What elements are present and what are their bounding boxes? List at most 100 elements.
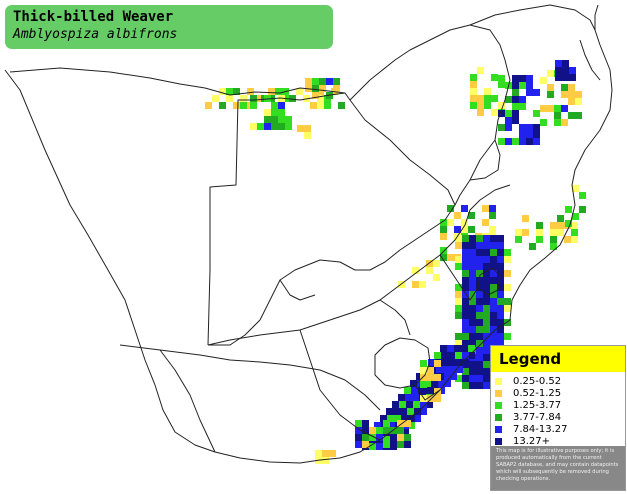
grid-cell <box>240 102 247 109</box>
grid-cell <box>476 340 483 347</box>
legend-entry: 0.52-1.25 <box>495 387 625 399</box>
grid-cell <box>476 375 483 382</box>
grid-cell <box>490 326 497 333</box>
grid-cell <box>420 401 427 408</box>
grid-cell <box>469 382 476 389</box>
grid-cell <box>454 212 461 219</box>
grid-cell <box>420 408 427 415</box>
grid-cell <box>398 394 405 401</box>
grid-cell <box>579 192 586 199</box>
grid-cell <box>489 212 496 219</box>
grid-cell <box>497 291 504 298</box>
grid-cell <box>440 233 447 240</box>
grid-cell <box>410 380 417 387</box>
grid-cell <box>491 95 498 102</box>
grid-cell <box>476 249 483 256</box>
grid-cell <box>462 263 469 270</box>
legend-swatch <box>495 425 502 433</box>
grid-cell <box>469 263 476 270</box>
grid-cell <box>491 109 498 116</box>
grid-cell <box>550 243 557 250</box>
grid-cell <box>476 319 483 326</box>
grid-cell <box>483 277 490 284</box>
grid-cell <box>540 119 547 126</box>
grid-cell <box>476 242 483 249</box>
grid-cell <box>462 352 469 359</box>
mozambique-border <box>469 4 596 31</box>
grid-cell <box>575 112 582 119</box>
grid-cell <box>438 380 445 387</box>
grid-cell <box>477 95 484 102</box>
grid-cell <box>550 229 557 236</box>
grid-cell <box>411 387 418 394</box>
grid-cell <box>383 441 390 448</box>
grid-cell <box>456 366 463 373</box>
grid-cell <box>469 333 476 340</box>
legend-swatch <box>495 437 502 445</box>
grid-cell <box>483 340 490 347</box>
grid-cell <box>425 387 432 394</box>
grid-cell <box>304 125 311 132</box>
grid-cell <box>468 226 475 233</box>
grid-cell <box>550 222 557 229</box>
grid-cell <box>526 75 533 82</box>
grid-cell <box>470 81 477 88</box>
grid-cell <box>533 110 540 117</box>
grid-cell <box>477 109 484 116</box>
legend-label: 13.27+ <box>513 435 551 447</box>
grid-cell <box>450 373 457 380</box>
grid-cell <box>233 88 240 95</box>
grid-cell <box>483 263 490 270</box>
grid-cell <box>404 441 411 448</box>
legend-heading: Legend <box>491 346 625 372</box>
grid-cell <box>497 340 504 347</box>
grid-cell <box>490 270 497 277</box>
legend-entry: 7.84-13.27 <box>495 423 625 435</box>
grid-cell <box>504 249 511 256</box>
grid-cell <box>333 85 340 92</box>
grid-cell <box>490 277 497 284</box>
grid-cell <box>408 415 415 422</box>
grid-cell <box>497 256 504 263</box>
grid-cell <box>469 319 476 326</box>
grid-cell <box>561 91 568 98</box>
grid-cell <box>369 443 376 450</box>
legend-label: 3.77-7.84 <box>513 411 562 423</box>
grid-cell <box>490 298 497 305</box>
grid-cell <box>399 401 406 408</box>
grid-cell <box>476 256 483 263</box>
grid-cell <box>483 249 490 256</box>
grid-cell <box>440 219 447 226</box>
lesotho-border <box>374 337 431 389</box>
grid-cell <box>519 96 526 103</box>
grid-cell <box>383 427 390 434</box>
grid-cell <box>483 361 490 368</box>
grid-cell <box>447 219 454 226</box>
grid-cell <box>419 281 426 288</box>
grid-cell <box>569 74 576 81</box>
grid-cell <box>490 319 497 326</box>
grid-cell <box>470 74 477 81</box>
grid-cell <box>455 340 462 347</box>
grid-cell <box>431 380 438 387</box>
grid-cell <box>469 277 476 284</box>
grid-cell <box>455 298 462 305</box>
grid-cell <box>461 205 468 212</box>
grid-cell <box>483 256 490 263</box>
grid-cell <box>469 375 476 382</box>
grid-cell <box>310 102 317 109</box>
grid-cell <box>476 235 483 242</box>
grid-cell <box>512 138 519 145</box>
grid-cell <box>436 366 443 373</box>
grid-cell <box>455 333 462 340</box>
grid-cell <box>374 422 381 429</box>
grid-cell <box>462 382 469 389</box>
grid-cell <box>476 368 483 375</box>
grid-cell <box>483 319 490 326</box>
grid-cell <box>497 235 504 242</box>
grid-cell <box>304 132 311 139</box>
grid-cell <box>498 81 505 88</box>
grid-cell <box>271 102 278 109</box>
grid-cell <box>469 256 476 263</box>
legend-entry: 13.27+ <box>495 435 625 447</box>
